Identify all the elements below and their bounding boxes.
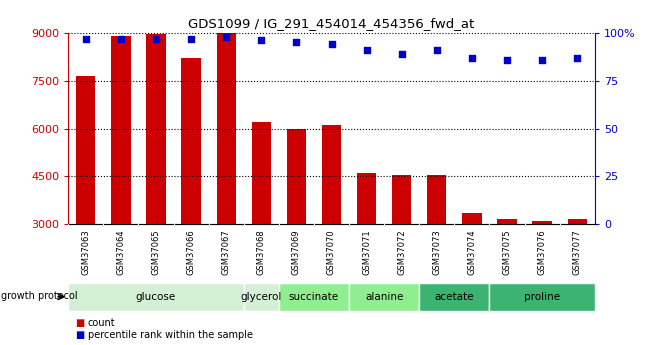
Text: GSM37071: GSM37071 [362,229,371,275]
Text: count: count [88,318,116,327]
Text: GSM37075: GSM37075 [502,229,512,275]
FancyBboxPatch shape [419,283,489,310]
Point [116,36,126,41]
Text: ■: ■ [75,330,84,339]
Bar [427,175,447,224]
Bar [146,34,166,224]
Text: GSM37077: GSM37077 [573,229,582,275]
Text: GSM37064: GSM37064 [116,229,125,275]
Text: glycerol: glycerol [240,292,282,302]
Bar [567,219,587,224]
Bar [111,36,131,224]
FancyBboxPatch shape [489,283,595,310]
Bar [497,219,517,224]
Text: succinate: succinate [289,292,339,302]
Text: GSM37063: GSM37063 [81,229,90,275]
Point [537,57,547,62]
FancyBboxPatch shape [349,283,419,310]
Point [151,36,161,41]
Point [432,47,442,53]
Point [256,38,266,43]
Text: acetate: acetate [435,292,474,302]
Point [186,36,196,41]
Title: GDS1099 / IG_291_454014_454356_fwd_at: GDS1099 / IG_291_454014_454356_fwd_at [188,17,474,30]
Bar [322,125,341,224]
Text: GSM37074: GSM37074 [467,229,476,275]
FancyBboxPatch shape [279,283,349,310]
Bar [532,221,552,224]
Text: GSM37067: GSM37067 [222,229,231,275]
FancyBboxPatch shape [68,283,244,310]
Bar [392,175,411,224]
Bar [181,58,201,224]
Point [572,55,582,60]
Text: GSM37066: GSM37066 [187,229,196,275]
Point [396,51,407,57]
Text: percentile rank within the sample: percentile rank within the sample [88,330,253,339]
Bar [252,122,271,224]
Text: GSM37070: GSM37070 [327,229,336,275]
Bar [462,213,482,224]
Text: ■: ■ [75,318,84,327]
Text: GSM37069: GSM37069 [292,229,301,275]
Point [467,55,477,60]
Text: GSM37073: GSM37073 [432,229,441,275]
Text: GSM37065: GSM37065 [151,229,161,275]
Point [81,36,91,41]
Text: growth protocol: growth protocol [1,291,78,300]
Text: alanine: alanine [365,292,404,302]
Text: glucose: glucose [136,292,176,302]
Point [361,47,372,53]
Text: GSM37068: GSM37068 [257,229,266,275]
Bar [216,33,236,224]
Text: GSM37072: GSM37072 [397,229,406,275]
Point [291,40,302,45]
Bar [76,76,96,224]
Point [502,57,512,62]
Point [221,34,231,39]
Bar [357,173,376,224]
Text: GSM37076: GSM37076 [538,229,547,275]
Text: proline: proline [524,292,560,302]
Point [326,41,337,47]
Bar [287,128,306,224]
FancyBboxPatch shape [244,283,279,310]
